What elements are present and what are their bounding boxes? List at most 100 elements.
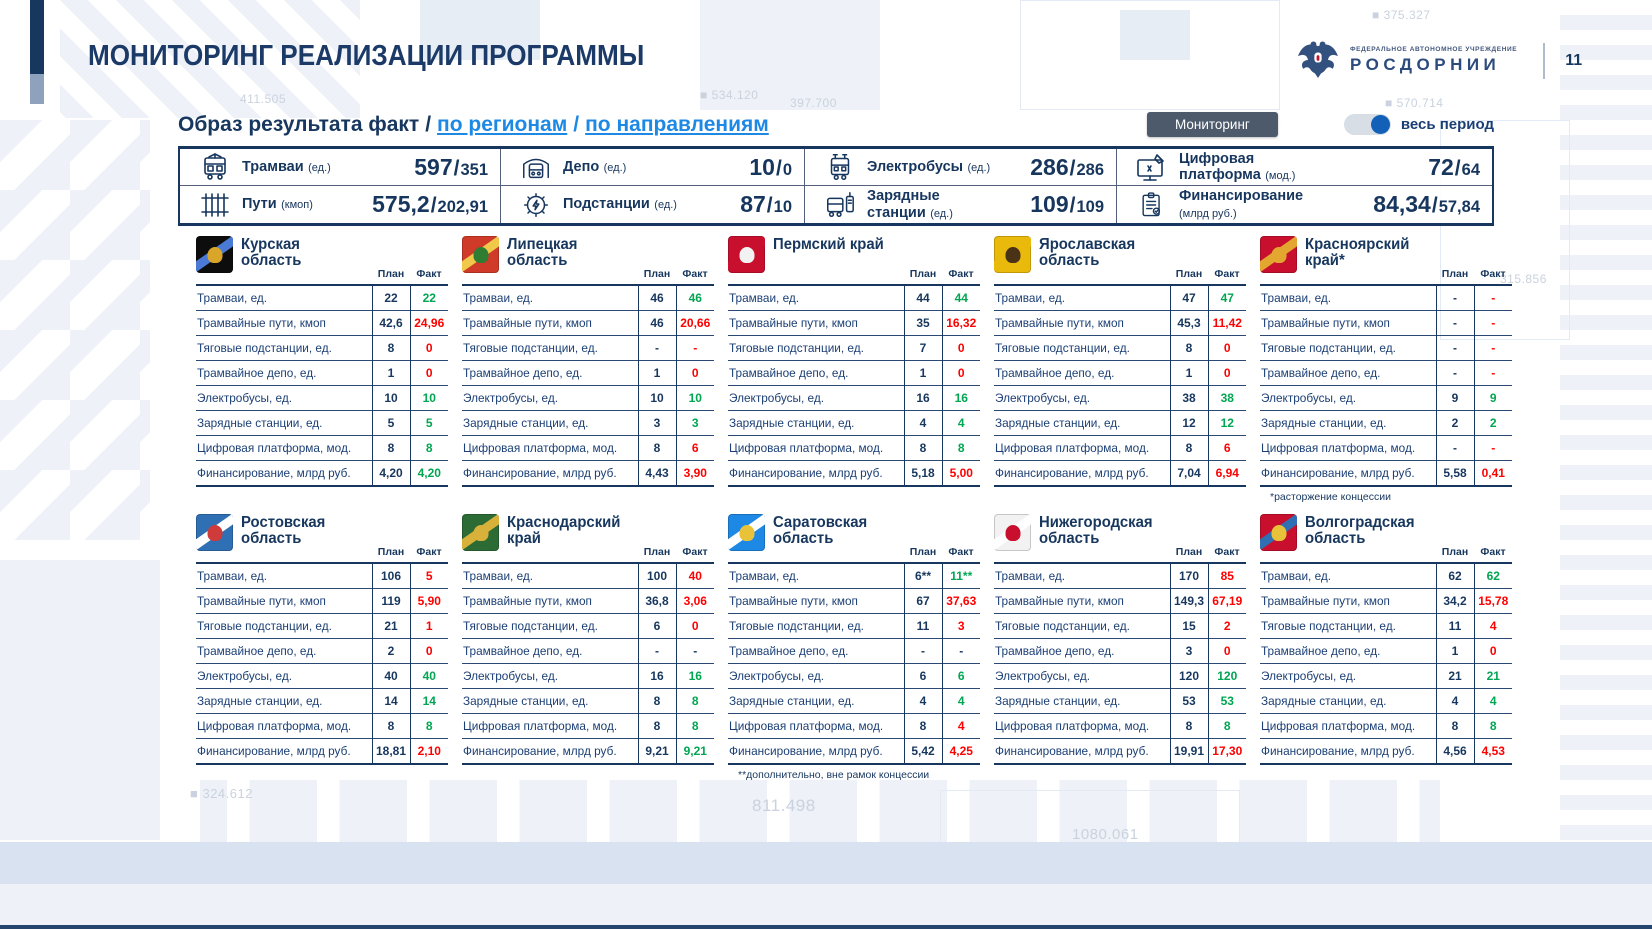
fact-value: 0	[941, 335, 980, 361]
heading-separator: /	[573, 112, 580, 136]
plan-value: 106	[371, 563, 410, 589]
plan-value: 67	[903, 588, 942, 614]
region-name: Саратовская область	[773, 514, 868, 548]
summary-metric-tracks: Пути (кмоп) 575,2/202,91	[180, 186, 500, 223]
metric-label: Пути	[242, 196, 277, 213]
metric-row: Зарядные станции, ед. 53 53	[994, 688, 1246, 714]
fact-value: 9	[1473, 385, 1512, 411]
metric-label: Электробусы	[867, 158, 964, 175]
metric-label: Зарядные станции, ед.	[994, 410, 1170, 436]
fact-value: 12	[1207, 410, 1246, 436]
electrobus-icon	[821, 152, 859, 182]
fact-value: 4	[941, 688, 980, 714]
fact-value: -	[1473, 435, 1512, 461]
value-separator: /	[430, 194, 437, 217]
metric-fact-value: 64	[1461, 160, 1480, 179]
view-heading: Образ результата факт	[178, 112, 420, 136]
value-separator: /	[1069, 194, 1076, 217]
metric-label: Тяговые подстанции, ед.	[1260, 335, 1436, 361]
plan-value: 9,21	[637, 738, 676, 764]
toolbar: Образ результата факт / по регионам / по…	[178, 112, 1494, 137]
plan-value: 19,91	[1169, 738, 1208, 764]
metric-label: Тяговые подстанции, ед.	[1260, 613, 1436, 639]
plan-value: 1	[1435, 638, 1474, 664]
link-by-directions[interactable]: по направлениям	[585, 112, 769, 136]
metric-row: Цифровая платформа, мод. 8 8	[728, 435, 980, 461]
metric-fact-value: 10	[773, 198, 792, 216]
metric-label: Цифровая платформа	[1179, 150, 1261, 183]
fact-value: -	[675, 638, 714, 664]
plan-value: 5	[371, 410, 410, 436]
bottom-band-light	[0, 884, 1652, 925]
metric-row: Трамвайное депо, ед. - -	[728, 638, 980, 664]
metric-row: Трамвайные пути, кмоп 45,3 11,42	[994, 310, 1246, 336]
plan-value: 170	[1169, 563, 1208, 589]
region-metrics-table: Трамваи, ед. 62 62 Трамвайные пути, кмоп 34,…	[1260, 562, 1512, 765]
metric-plan-value: 72	[1428, 153, 1454, 180]
fact-value: 1	[409, 613, 448, 639]
metric-row: Трамвайное депо, ед. 1 0	[196, 360, 448, 386]
metric-row: Цифровая платформа, мод. 8 8	[196, 713, 448, 739]
plan-value: 8	[1169, 435, 1208, 461]
region-coat-of-arms-icon	[994, 236, 1031, 273]
plan-value: -	[1435, 285, 1474, 311]
region-card-header: Ростовская область План Факт	[196, 512, 448, 562]
plan-value: 2	[371, 638, 410, 664]
region-coat-of-arms-icon	[1260, 236, 1297, 273]
metric-label: Финансирование	[1179, 188, 1304, 205]
region-coat-of-arms-icon	[462, 514, 499, 551]
period-toggle[interactable]	[1343, 114, 1391, 135]
metric-row: Цифровая платформа, мод. 8 6	[994, 435, 1246, 461]
fact-value: 3,90	[675, 460, 714, 486]
fact-value: 22	[409, 285, 448, 311]
metric-row: Трамваи, ед. 100 40	[462, 563, 714, 589]
region-name: Пермский край	[773, 236, 884, 253]
metric-label: Трамвайное депо, ед.	[994, 360, 1170, 386]
metric-label: Тяговые подстанции, ед.	[196, 335, 372, 361]
region-metrics-table: Трамваи, ед. 170 85 Трамвайные пути, кмоп 14…	[994, 562, 1246, 765]
metric-row: Финансирование, млрд руб. 4,43 3,90	[462, 460, 714, 486]
metric-label: Цифровая платформа, мод.	[196, 713, 372, 739]
plan-column-header: План	[909, 546, 937, 558]
tram-icon	[196, 152, 234, 182]
metric-label: Трамваи, ед.	[1261, 569, 1332, 583]
metric-label: Тяговые подстанции, ед.	[994, 335, 1170, 361]
metric-label: Трамвайное депо, ед.	[196, 638, 372, 664]
plan-value: 14	[371, 688, 410, 714]
plan-column-header: План	[377, 546, 405, 558]
metric-label: Зарядные станции, ед.	[196, 410, 372, 436]
fact-value: 8	[409, 435, 448, 461]
link-by-regions[interactable]: по регионам	[437, 112, 568, 136]
plan-value: 8	[371, 335, 410, 361]
plan-value: 46	[637, 285, 676, 311]
metric-row: Финансирование, млрд руб. 5,42 4,25	[728, 738, 980, 764]
fact-column-header: Факт	[1480, 546, 1506, 558]
fact-value: 4,25	[941, 738, 980, 764]
map-label: ■ 534.120	[700, 88, 759, 102]
period-toggle-label: весь период	[1400, 116, 1494, 133]
monitoring-button[interactable]: Мониторинг	[1146, 112, 1278, 137]
plan-value: -	[1435, 310, 1474, 336]
fact-value: 8	[675, 688, 714, 714]
value-separator: /	[766, 194, 773, 217]
fact-value: -	[1473, 310, 1512, 336]
region-card: Саратовская область План Факт Трамваи, е…	[728, 512, 980, 781]
metric-row: Трамваи, ед. 22 22	[196, 285, 448, 311]
metric-label: Тяговые подстанции, ед.	[462, 335, 638, 361]
fact-value: 0	[1207, 335, 1246, 361]
metric-label: Электробусы, ед.	[462, 385, 638, 411]
plan-value: 8	[371, 713, 410, 739]
metric-label: Электробусы, ед.	[728, 663, 904, 689]
plan-value: 10	[371, 385, 410, 411]
plan-value: 8	[1435, 713, 1474, 739]
fact-value: 40	[409, 663, 448, 689]
plan-value: 15	[1169, 613, 1208, 639]
metric-row: Трамвайное депо, ед. 1 0	[462, 360, 714, 386]
fact-value: 4,53	[1473, 738, 1512, 764]
plan-value: 6	[637, 613, 676, 639]
region-card-header: Пермский край План Факт	[728, 234, 980, 284]
metric-label: Трамваи, ед.	[197, 569, 268, 583]
plan-value: 1	[637, 360, 676, 386]
map-label: 397.700	[790, 96, 837, 110]
metric-label: Зарядные станции, ед.	[196, 688, 372, 714]
